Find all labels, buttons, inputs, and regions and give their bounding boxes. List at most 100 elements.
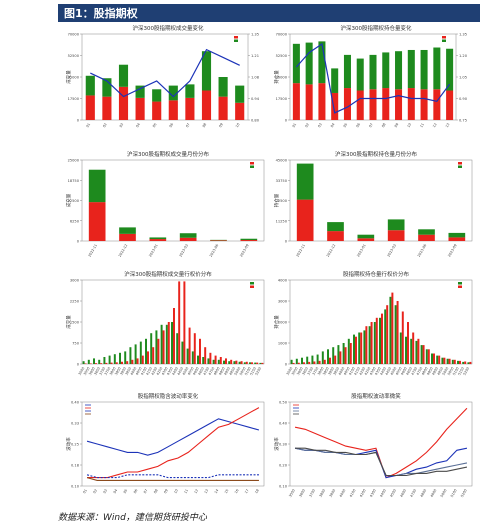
x-tick-label: 4900 (430, 489, 438, 498)
bar-series-2 (89, 363, 92, 364)
source-note: 数据来源：Wind，建信期货研投中心 (58, 513, 207, 523)
x-tick-label: 05 (123, 489, 129, 495)
x-tick-label: 07 (185, 122, 191, 128)
bar-series-2 (355, 336, 357, 364)
x-tick-label: 5150 (457, 367, 465, 376)
line-series (295, 43, 451, 114)
bar-series-1 (373, 322, 376, 364)
bar-series-2 (329, 357, 331, 364)
bar-series-2 (448, 358, 451, 364)
x-tick-label: 3750 (312, 367, 320, 376)
y-tick-label: 0.33 (71, 422, 79, 426)
y-axis-label: 成交量 (65, 315, 72, 329)
legend-swatch-1 (458, 282, 462, 285)
y-tick-label: 35000 (276, 76, 288, 80)
x-tick-label: 4150 (353, 367, 361, 376)
bar-series-2 (453, 359, 456, 364)
bar-series-2 (251, 362, 253, 364)
chart-panel-6: 股指期权持仓量行权价分布 持仓量 0 1000 2000 3000 4000 3500 3550… (272, 268, 480, 386)
x-tick-label: 08 (381, 123, 387, 129)
plot-frame (289, 159, 473, 242)
x-tick-label: 02 (304, 123, 310, 129)
bar-series-1 (185, 97, 195, 120)
x-tick-label: 4500 (182, 367, 190, 376)
bar-series-2 (162, 330, 165, 364)
bar-series-1 (405, 336, 407, 364)
bar-series-2 (427, 349, 430, 364)
x-tick-label: 4650 (197, 367, 205, 376)
x-tick-label: 4100 (349, 489, 357, 498)
bar-series-2 (209, 352, 212, 364)
bar-series-2 (331, 68, 339, 93)
line-series-4 (86, 477, 259, 481)
bar-series-2 (173, 308, 175, 364)
x-tick-label: 2022-12 (118, 244, 129, 258)
x-tick-label: 3900 (327, 367, 335, 376)
x-tick-label: 2022-12 (326, 244, 337, 258)
bar-series-2 (126, 361, 129, 364)
legend-swatch-1 (250, 282, 254, 285)
x-tick-label: 2023-01 (148, 244, 159, 258)
bar-series-2 (214, 355, 217, 364)
bar-series-2 (369, 54, 377, 90)
bar-series-1 (420, 89, 428, 120)
bar-series-2 (235, 85, 245, 103)
bar-series-2 (95, 363, 97, 364)
bar-series-1 (327, 231, 344, 241)
bar-series-2 (446, 48, 454, 91)
x-tick-label: 3950 (124, 367, 132, 376)
bar-series-2 (323, 359, 326, 364)
plot-frame (289, 401, 473, 487)
bar-series-1 (389, 296, 392, 364)
bar-series-2 (418, 229, 435, 235)
bar-series-2 (149, 237, 167, 240)
y-tick-label: 52500 (276, 54, 288, 58)
bar-series-1 (165, 324, 168, 364)
bar-series-2 (433, 353, 435, 364)
y2-tick-label: 1.20 (459, 54, 468, 58)
bar-series-2 (464, 361, 467, 364)
y-axis-label: 成交量 (65, 70, 72, 84)
chart-title: 沪深300股指期权持仓量变化 (341, 24, 412, 32)
x-tick-label: 5200 (254, 367, 262, 376)
bar-series-1 (87, 359, 90, 364)
bar-series-1 (129, 347, 132, 364)
x-tick-label: 4150 (145, 367, 153, 376)
y-axis-label: 持仓量 (273, 193, 280, 207)
bar-series-1 (311, 355, 314, 364)
x-tick-label: 5050 (447, 367, 455, 376)
x-tick-label: 14 (214, 489, 220, 495)
bar-series-2 (357, 234, 375, 239)
y-tick-label: 70000 (276, 33, 288, 37)
bar-series-2 (235, 360, 238, 364)
x-tick-label: 4000 (339, 489, 347, 498)
bar-series-1 (353, 334, 355, 364)
legend-swatch-1 (442, 36, 446, 39)
chart-panel-2: 沪深300股指期权持仓量变化 持仓量 0 17500 35000 52500 70000 0.… (272, 22, 480, 142)
bar-series-1 (93, 358, 95, 364)
x-tick-label: 02 (92, 489, 98, 495)
x-tick-label: 4000 (130, 367, 138, 376)
bar-series-1 (210, 240, 227, 241)
x-tick-label: 3500 (288, 489, 296, 498)
x-tick-label: 4300 (369, 367, 377, 376)
x-tick-label: 05 (152, 123, 158, 129)
y-tick-label: 11250 (276, 219, 288, 223)
x-tick-label: 06 (355, 123, 361, 129)
bar-series-2 (401, 311, 404, 364)
x-tick-label: 5100 (450, 489, 458, 498)
x-tick-label: 4750 (208, 367, 216, 376)
y-tick-label: 1000 (278, 342, 288, 346)
x-tick-label: 4550 (187, 367, 195, 376)
x-tick-label: 15 (224, 489, 230, 495)
y-tick-label: 0.40 (71, 401, 80, 405)
bar-series-2 (313, 361, 316, 364)
bar-series-1 (331, 92, 339, 120)
x-tick-label: 4250 (364, 367, 372, 376)
x-tick-label: 3900 (329, 489, 337, 498)
x-tick-label: 2022-11 (87, 244, 98, 258)
y-tick-label: 0.25 (71, 443, 79, 447)
x-tick-label: 3950 (332, 367, 340, 376)
line-series (90, 48, 240, 98)
x-tick-label: 4250 (156, 367, 164, 376)
